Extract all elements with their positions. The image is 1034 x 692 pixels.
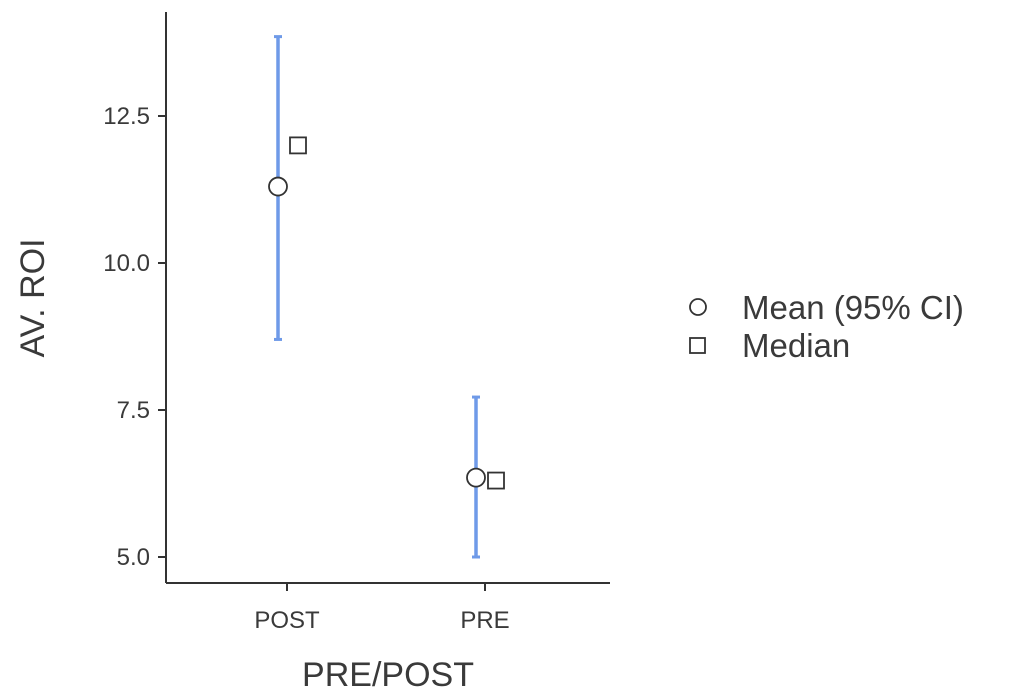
legend: Mean (95% CI) Median bbox=[689, 289, 964, 364]
legend-median-marker bbox=[689, 337, 706, 354]
y-tick-label: 7.5 bbox=[117, 397, 150, 424]
y-tick-label: 5.0 bbox=[117, 544, 150, 571]
y-ticks: 5.0 7.5 10.0 12.5 bbox=[103, 103, 166, 571]
median-point bbox=[487, 471, 505, 490]
x-axis-title: PRE/POST bbox=[302, 656, 474, 692]
mean-point bbox=[466, 467, 486, 488]
axes bbox=[165, 12, 610, 584]
plot-area bbox=[268, 35, 505, 559]
legend-median-label: Median bbox=[742, 327, 850, 364]
legend-mean-marker bbox=[689, 298, 707, 316]
y-axis-title: AV. ROI bbox=[14, 238, 52, 357]
y-tick-label: 12.5 bbox=[103, 103, 150, 130]
median-point bbox=[289, 136, 307, 155]
y-tick-label: 10.0 bbox=[103, 250, 150, 277]
mean-point bbox=[268, 176, 288, 197]
x-tick-label: PRE bbox=[460, 607, 509, 634]
legend-mean-label: Mean (95% CI) bbox=[742, 289, 964, 326]
x-tick-label: POST bbox=[254, 607, 320, 634]
x-ticks: POST PRE bbox=[254, 583, 510, 634]
